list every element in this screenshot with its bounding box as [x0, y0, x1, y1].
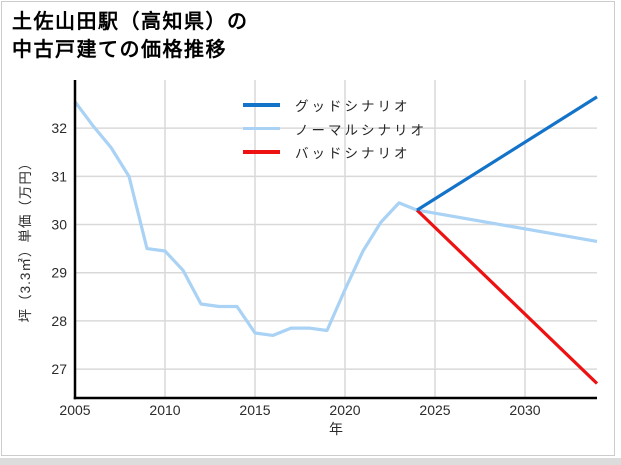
legend-item-bad: バッドシナリオ [243, 144, 427, 161]
x-tick-label: 2005 [59, 402, 90, 418]
series-line-実績（〜2024） [73, 100, 418, 337]
y-tick-label: 27 [51, 361, 67, 377]
good-scenario-line-swatch [243, 103, 280, 107]
y-tick-label: 30 [51, 217, 67, 233]
series-line-グッドシナリオ [416, 95, 598, 212]
bottom-strip [0, 458, 621, 465]
bad-scenario-line-swatch [243, 150, 280, 154]
legend-item-normal: ノーマルシナリオ [243, 121, 427, 138]
legend: グッドシナリオ ノーマルシナリオ バッドシナリオ [243, 97, 427, 161]
x-tick-label: 2020 [329, 402, 360, 418]
legend-label-normal: ノーマルシナリオ [295, 122, 427, 138]
chart-frame [1, 1, 615, 456]
chart-title-line-2: 中古戸建ての価格推移 [12, 39, 227, 61]
x-tick-label: 2025 [419, 402, 450, 418]
y-tick-label: 28 [51, 313, 67, 329]
y-tick-label: 29 [51, 265, 67, 281]
legend-item-good: グッドシナリオ [243, 97, 427, 114]
series-line-ノーマルシナリオ [416, 208, 598, 243]
y-axis-label: 坪（3.3㎡）単価（万円） [18, 155, 33, 323]
x-tick-label: 2010 [149, 402, 180, 418]
normal-scenario-line-swatch [243, 126, 280, 131]
x-tick-label: 2030 [509, 402, 540, 418]
legend-label-good: グッドシナリオ [295, 99, 411, 114]
chart-title-line-1: 土佐山田駅（高知県）の [12, 11, 249, 33]
y-tick-label: 31 [51, 168, 67, 184]
x-tick-label: 2015 [239, 402, 270, 418]
legend-label-bad: バッドシナリオ [295, 146, 411, 161]
series-line-バッドシナリオ [415, 208, 599, 385]
chart-title: 土佐山田駅（高知県）の 中古戸建ての価格推移 [12, 8, 249, 64]
x-axis-label: 年 [329, 421, 343, 437]
y-tick-label: 32 [51, 120, 67, 136]
